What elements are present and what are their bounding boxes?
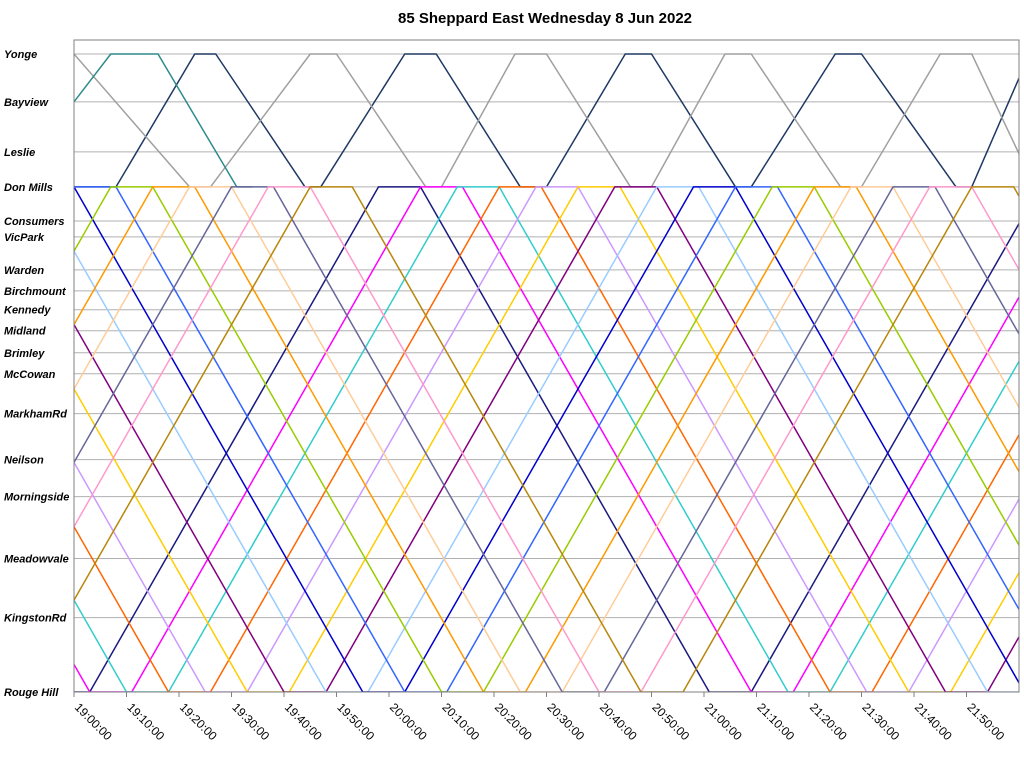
x-tick-label: 21:20:00 — [807, 700, 850, 743]
x-tick-label: 21:50:00 — [964, 700, 1007, 743]
y-tick-label: Birchmount — [4, 286, 67, 298]
y-tick-label: Consumers — [4, 216, 65, 228]
y-tick-label: Brimley — [4, 348, 45, 360]
y-tick-label: Rouge Hill — [4, 687, 59, 699]
y-tick-label: Bayview — [4, 97, 49, 109]
x-tick-label: 20:20:00 — [492, 700, 535, 743]
x-tick-label: 19:10:00 — [124, 700, 167, 743]
plot-frame — [73, 39, 1020, 693]
x-tick-label: 20:30:00 — [544, 700, 587, 743]
vehicle-trace-18 — [74, 186, 1019, 692]
vehicle-trace-2 — [74, 53, 1019, 188]
vehicle-trace-5 — [74, 186, 1019, 692]
y-tick-label: Morningside — [4, 492, 69, 504]
y-tick-label: Kennedy — [4, 305, 51, 317]
y-tick-label: Yonge — [4, 49, 37, 61]
x-tick-label: 19:00:00 — [72, 700, 115, 743]
y-tick-label: VicPark — [4, 232, 45, 244]
y-tick-label: Neilson — [4, 455, 44, 467]
vehicle-trace-11 — [74, 186, 1019, 692]
y-tick-label: Leslie — [4, 147, 35, 159]
vehicle-trace-12 — [74, 186, 1019, 692]
y-tick-label: Warden — [4, 265, 44, 277]
gridlines — [74, 53, 1019, 693]
x-tick-label: 20:00:00 — [387, 700, 430, 743]
chart-title: 85 Sheppard East Wednesday 8 Jun 2022 — [398, 10, 692, 27]
vehicle-trace-6 — [74, 186, 1019, 692]
vehicle-trace-7 — [74, 186, 1019, 692]
x-tick-label: 19:20:00 — [177, 700, 220, 743]
vehicle-trace-17 — [74, 186, 1019, 692]
vehicle-trace-9 — [74, 186, 1019, 692]
vehicle-trace-10 — [74, 186, 1019, 692]
vehicle-trace-16 — [74, 186, 1019, 692]
vehicle-trace-1 — [74, 53, 1019, 188]
x-tick-label: 20:10:00 — [439, 700, 482, 743]
vehicle-trace-13 — [74, 186, 1019, 692]
vehicle-trace-8 — [74, 186, 1019, 692]
y-tick-label: Midland — [4, 326, 46, 338]
y-tick-label: McCowan — [4, 369, 56, 381]
y-tick-label: Don Mills — [4, 182, 53, 194]
x-tick-label: 21:10:00 — [754, 700, 797, 743]
y-tick-label: KingstonRd — [4, 613, 67, 625]
x-tick-label: 21:40:00 — [912, 700, 955, 743]
series-group — [74, 53, 1019, 692]
vehicle-trace-15 — [74, 186, 1019, 692]
vehicle-trace-19 — [74, 186, 1019, 692]
vehicle-trace-14 — [74, 186, 1019, 692]
x-tick-label: 20:50:00 — [649, 700, 692, 743]
y-tick-label: MarkhamRd — [4, 409, 67, 421]
vehicle-trace-3 — [74, 53, 253, 188]
y-tick-label: Meadowvale — [4, 554, 69, 566]
x-tick-label: 19:30:00 — [229, 700, 272, 743]
y-axis-labels: Yonge Bayview Leslie Don Mills Consumers VicP… — [4, 49, 69, 699]
x-tick-label: 19:50:00 — [334, 700, 377, 743]
x-axis-labels: 19:00:00 19:10:00 19:20:00 19:30:00 19:40:00… — [72, 692, 1008, 743]
x-tick-label: 21:30:00 — [859, 700, 902, 743]
x-tick-label: 20:40:00 — [597, 700, 640, 743]
vehicle-trace-4 — [74, 186, 1019, 692]
x-tick-label: 21:00:00 — [702, 700, 745, 743]
x-tick-label: 19:40:00 — [282, 700, 325, 743]
